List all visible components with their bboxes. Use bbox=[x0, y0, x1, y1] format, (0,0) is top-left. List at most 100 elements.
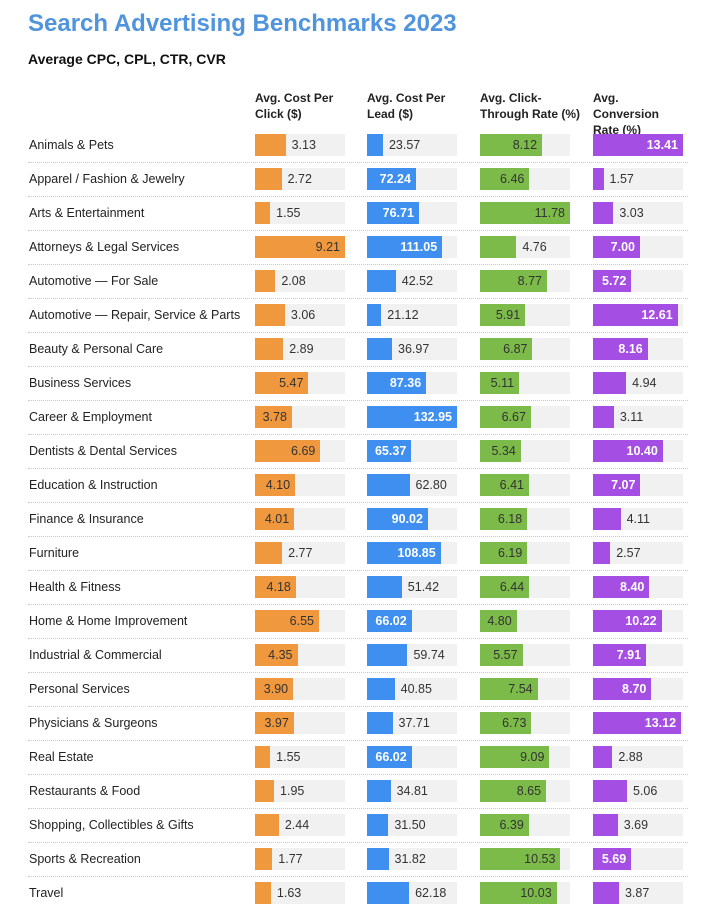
cvr-track: 3.03 bbox=[593, 202, 683, 224]
category-label: Home & Home Improvement bbox=[29, 614, 188, 628]
cpl-bar bbox=[367, 576, 402, 598]
cpl-track: 65.37 bbox=[367, 440, 457, 462]
cpc-value-label: 2.77 bbox=[288, 546, 313, 560]
cpc-value-label: 4.01 bbox=[264, 512, 290, 526]
cpl-track: 66.02 bbox=[367, 746, 457, 768]
cpc-bar bbox=[255, 576, 296, 598]
cvr-value-label: 7.00 bbox=[610, 240, 635, 254]
cpl-value-label: 66.02 bbox=[375, 750, 407, 764]
cpl-bar bbox=[367, 678, 395, 700]
cvr-track: 4.11 bbox=[593, 508, 683, 530]
category-label: Finance & Insurance bbox=[29, 512, 144, 526]
ctr-bar bbox=[480, 814, 529, 836]
cvr-track: 1.57 bbox=[593, 168, 683, 190]
cvr-value-label: 13.12 bbox=[644, 716, 677, 730]
cpc-bar bbox=[255, 474, 296, 496]
cvr-value-label: 4.94 bbox=[632, 376, 657, 390]
cpc-value-label: 3.97 bbox=[264, 716, 289, 730]
cvr-bar bbox=[593, 304, 678, 326]
ctr-bar bbox=[480, 542, 528, 564]
ctr-bar bbox=[480, 440, 521, 462]
category-label: Animals & Pets bbox=[29, 138, 114, 152]
cvr-track: 5.06 bbox=[593, 780, 683, 802]
ctr-track: 5.91 bbox=[480, 304, 570, 326]
cvr-bar bbox=[593, 576, 650, 598]
cpc-track: 4.18 bbox=[255, 576, 345, 598]
cpl-value-label: 51.42 bbox=[407, 580, 440, 594]
cvr-value-label: 3.69 bbox=[623, 818, 649, 832]
cpl-track: 132.95 bbox=[367, 406, 457, 428]
cpc-value-label: 3.13 bbox=[291, 138, 316, 152]
cpc-track: 2.77 bbox=[255, 542, 345, 564]
table-row: Personal Services 3.90 40.85 7.54 8.70 bbox=[28, 672, 688, 707]
cpl-track: 36.97 bbox=[367, 338, 457, 360]
table-row: Travel 1.63 62.18 10.03 3.87 bbox=[28, 876, 688, 910]
category-label: Arts & Entertainment bbox=[29, 206, 145, 220]
cvr-value-label: 3.03 bbox=[619, 206, 644, 220]
cpl-value-label: 62.18 bbox=[415, 886, 447, 900]
category-label: Health & Fitness bbox=[29, 580, 121, 594]
cpl-track: 31.82 bbox=[367, 848, 457, 870]
cpc-value-label: 1.77 bbox=[278, 852, 303, 866]
cvr-track: 13.41 bbox=[593, 134, 683, 156]
cvr-bar bbox=[593, 338, 648, 360]
category-label: Real Estate bbox=[29, 750, 94, 764]
cpl-value-label: 40.85 bbox=[400, 682, 432, 696]
cpc-bar bbox=[255, 270, 276, 292]
ctr-track: 4.80 bbox=[480, 610, 570, 632]
ctr-track: 6.44 bbox=[480, 576, 570, 598]
table-row: Home & Home Improvement 6.55 66.02 4.80 10.2… bbox=[28, 604, 688, 639]
ctr-track: 6.46 bbox=[480, 168, 570, 190]
cpl-bar bbox=[367, 304, 382, 326]
table-row: Animals & Pets 3.13 23.57 8.12 13.41 bbox=[28, 128, 688, 163]
cpl-value-label: 108.85 bbox=[397, 546, 436, 560]
cpl-bar bbox=[367, 236, 443, 258]
cvr-bar bbox=[593, 610, 662, 632]
header-cvr: Avg. Conversion Rate (%) bbox=[593, 91, 660, 137]
ctr-bar bbox=[480, 508, 528, 530]
cpc-value-label: 3.06 bbox=[290, 308, 316, 322]
table-row: Real Estate 1.55 66.02 9.09 2.88 bbox=[28, 740, 688, 775]
table-row: Business Services 5.47 87.36 5.11 4.94 bbox=[28, 366, 688, 401]
cpc-value-label: 2.89 bbox=[289, 342, 314, 356]
table-row: Health & Fitness 4.18 51.42 6.44 8.40 bbox=[28, 570, 688, 605]
category-label: Automotive — For Sale bbox=[29, 274, 159, 288]
table-row: Industrial & Commercial 4.35 59.74 5.57 7.91 bbox=[28, 638, 688, 673]
cpl-value-label: 37.71 bbox=[398, 716, 430, 730]
cvr-track: 7.91 bbox=[593, 644, 683, 666]
category-label: Restaurants & Food bbox=[29, 784, 141, 798]
cpc-bar bbox=[255, 712, 294, 734]
ctr-value-label: 5.57 bbox=[493, 648, 518, 662]
cvr-bar bbox=[593, 474, 641, 496]
ctr-track: 5.34 bbox=[480, 440, 570, 462]
cpl-value-label: 21.12 bbox=[387, 308, 419, 322]
ctr-track: 6.19 bbox=[480, 542, 570, 564]
cvr-value-label: 5.69 bbox=[601, 852, 627, 866]
cvr-value-label: 4.11 bbox=[626, 512, 650, 526]
ctr-value-label: 6.18 bbox=[497, 512, 523, 526]
ctr-bar bbox=[480, 780, 547, 802]
ctr-value-label: 10.03 bbox=[520, 886, 552, 900]
cvr-track: 10.40 bbox=[593, 440, 683, 462]
cpl-value-label: 65.37 bbox=[374, 444, 407, 458]
cpl-value-label: 132.95 bbox=[413, 410, 452, 424]
cpc-bar bbox=[255, 542, 283, 564]
ctr-bar bbox=[480, 304, 526, 326]
cpc-value-label: 6.55 bbox=[289, 614, 315, 628]
cpc-value-label: 3.78 bbox=[262, 410, 287, 424]
category-label: Personal Services bbox=[29, 682, 130, 696]
cvr-track: 3.69 bbox=[593, 814, 683, 836]
table-row: Finance & Insurance 4.01 90.02 6.18 4.11 bbox=[28, 502, 688, 537]
category-label: Sports & Recreation bbox=[29, 852, 141, 866]
cpl-bar bbox=[367, 814, 389, 836]
cpc-value-label: 4.35 bbox=[268, 648, 293, 662]
cpl-value-label: 87.36 bbox=[389, 376, 422, 390]
cvr-value-label: 7.91 bbox=[616, 648, 642, 662]
cvr-track: 13.12 bbox=[593, 712, 683, 734]
ctr-bar bbox=[480, 134, 543, 156]
cvr-bar bbox=[593, 372, 627, 394]
category-label: Travel bbox=[29, 886, 64, 900]
cvr-bar bbox=[593, 542, 611, 564]
cpc-track: 3.06 bbox=[255, 304, 345, 326]
